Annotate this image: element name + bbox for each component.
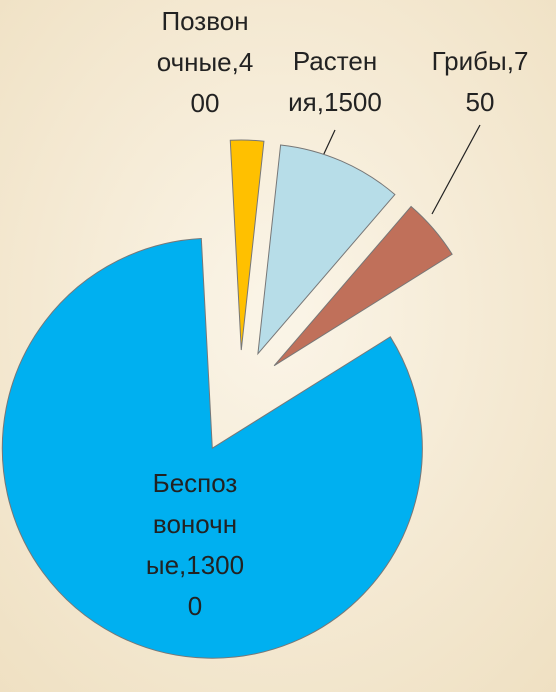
pie-slice xyxy=(257,144,396,356)
leader-line xyxy=(431,124,481,215)
data-label: Беспоз воночн ые,1300 0 xyxy=(146,468,244,621)
pie-slice xyxy=(1,237,423,659)
pie-slice xyxy=(273,205,453,367)
data-label: Позвон очные,4 00 xyxy=(157,6,254,118)
pie-slice xyxy=(229,139,265,351)
data-label: Растен ия,1500 xyxy=(288,46,382,117)
data-label: Грибы,7 50 xyxy=(432,46,529,117)
leader-line xyxy=(321,129,336,159)
